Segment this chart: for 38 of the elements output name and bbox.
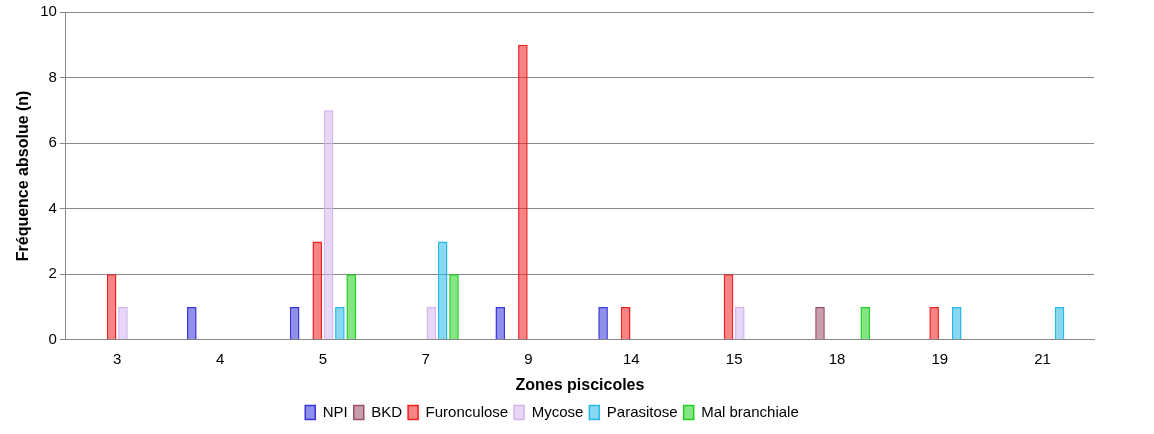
- bar: [951, 307, 962, 340]
- legend-label: Mal branchiale: [701, 402, 799, 420]
- bar: [312, 241, 323, 340]
- x-tick-label: 4: [215, 349, 225, 367]
- x-tick-label: 19: [931, 349, 949, 367]
- x-tick-label: 7: [421, 349, 430, 367]
- bar: [437, 241, 448, 340]
- y-tick-label: 4: [48, 198, 57, 216]
- bar: [449, 274, 459, 340]
- bar: [106, 274, 117, 340]
- y-tick-label: 2: [48, 264, 57, 282]
- bar: [1054, 307, 1065, 340]
- y-tick-label: 8: [48, 67, 57, 85]
- bar: [723, 274, 734, 340]
- y-axis-title: Fréquence absolue (n): [14, 90, 32, 262]
- bar: [495, 307, 506, 340]
- x-tick-label: 9: [524, 349, 533, 367]
- x-tick-label: 21: [1034, 349, 1051, 367]
- bar: [620, 307, 631, 340]
- y-tick-label: 0: [48, 329, 57, 347]
- bar: [289, 307, 300, 340]
- legend-label: Mycose: [531, 402, 584, 420]
- x-axis-title: Zones piscicoles: [515, 375, 645, 393]
- legend-label: NPI: [322, 402, 348, 420]
- bar: [346, 274, 356, 340]
- legend-label: Parasitose: [606, 402, 678, 420]
- y-tick-label: 10: [40, 2, 57, 20]
- bar: [323, 110, 334, 340]
- x-tick-label: 3: [113, 349, 122, 367]
- bar: [860, 307, 871, 340]
- x-tick-label: 18: [828, 349, 846, 367]
- legend-label: BKD: [371, 402, 403, 420]
- bar: [426, 307, 437, 340]
- x-tick-label: 15: [725, 349, 743, 367]
- x-tick-label: 5: [318, 349, 328, 367]
- legend-label: Furonculose: [425, 402, 509, 420]
- x-tick-label: 14: [623, 349, 640, 367]
- y-tick-label: 6: [48, 133, 57, 151]
